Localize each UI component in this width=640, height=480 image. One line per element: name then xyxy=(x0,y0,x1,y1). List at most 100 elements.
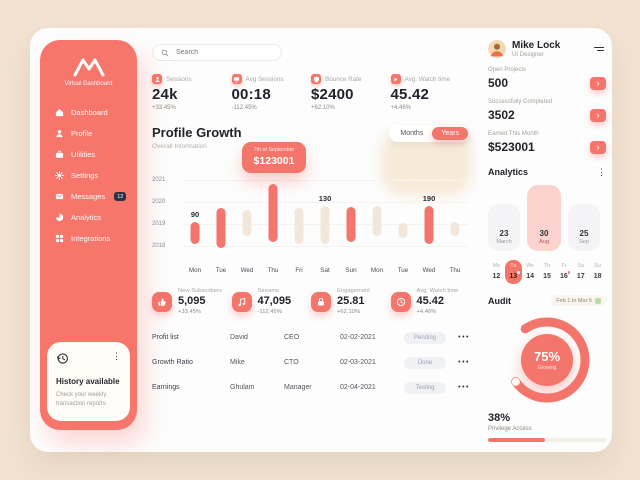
chart-column xyxy=(442,180,468,250)
stat-label: Engagement xyxy=(337,288,370,294)
chart-bar[interactable] xyxy=(294,208,304,244)
search-bar[interactable] xyxy=(152,44,282,61)
top-stat: Avg Sessions 00:18 -112.45% xyxy=(231,74,312,111)
chart-bar[interactable] xyxy=(346,207,356,242)
settings-icon xyxy=(55,171,64,180)
kpi-block: Open Projects 500 › xyxy=(488,67,606,90)
calendar-day[interactable]: Sa 17 xyxy=(572,260,589,284)
row-actions-icon[interactable]: ••• xyxy=(458,334,470,341)
search-icon xyxy=(161,44,169,62)
cell-role: CEO xyxy=(284,334,300,341)
analytics-card[interactable]: 30 Aug xyxy=(527,185,561,251)
privilege-progressbar xyxy=(488,438,606,442)
x-tick-label: Thu xyxy=(267,267,279,274)
calendar-day[interactable]: Mo 12 xyxy=(488,260,505,284)
subscribers-icon xyxy=(152,292,172,312)
bar-value-label: 130 xyxy=(318,194,332,203)
sidebar-item-messages[interactable]: Messages 12 xyxy=(40,186,137,207)
mid-stat: New Subscribers 5,095 +33.45% xyxy=(152,288,232,315)
date-number: 14 xyxy=(526,273,535,280)
cell-date: 02-04-2021 xyxy=(340,384,376,391)
streams-icon xyxy=(231,292,252,312)
history-card-title: History available xyxy=(56,377,120,386)
watch-time-icon xyxy=(390,74,401,84)
chart-bar[interactable] xyxy=(372,206,382,236)
search-input[interactable] xyxy=(174,48,273,57)
kpi-list: Open Projects 500 › Successfully Completed 3… xyxy=(488,67,606,154)
chart-bar[interactable] xyxy=(320,206,330,244)
clock-icon xyxy=(390,292,411,312)
calendar-day[interactable]: Th 15 xyxy=(539,260,556,284)
tooltip-date: 7th of September xyxy=(253,147,295,153)
cell-date: 02-03-2021 xyxy=(340,359,376,366)
sidebar-item-analytics[interactable]: Analytics xyxy=(40,207,137,228)
history-menu-icon[interactable]: ⋮ xyxy=(112,351,121,361)
chart-bar[interactable] xyxy=(450,222,460,236)
toggle-months[interactable]: Months xyxy=(400,130,424,137)
chart-column xyxy=(260,180,286,250)
chart-bar[interactable] xyxy=(242,210,252,236)
user-role: UI Designer xyxy=(512,52,544,58)
event-dot xyxy=(517,271,520,274)
analytics-card[interactable]: 25 Sep xyxy=(568,204,600,251)
messages-icon xyxy=(55,192,64,201)
cell-person: David xyxy=(230,334,248,341)
section-subtitle: Overall Information xyxy=(152,143,207,150)
calendar-day[interactable]: Fr 16 xyxy=(555,260,572,284)
donut-handle[interactable] xyxy=(511,377,520,386)
x-tick-label: Wed xyxy=(240,267,254,274)
menu-icon[interactable] xyxy=(592,45,606,54)
calendar-day[interactable]: Tu 13 xyxy=(504,260,522,284)
bounce-rate-icon xyxy=(311,74,321,84)
row-actions-icon[interactable]: ••• xyxy=(458,384,470,391)
chart-y-axis: 2021 2020 2019 2018 xyxy=(152,177,178,250)
kpi-arrow-button[interactable]: › xyxy=(590,108,606,122)
day-label: Fr xyxy=(561,263,567,269)
analytics-menu-icon[interactable]: ⋮ xyxy=(597,166,606,177)
cell-item: Growth Ratio xyxy=(152,359,193,366)
calendar-day[interactable]: We 14 xyxy=(522,260,539,284)
stat-delta: -112.45% xyxy=(231,105,257,111)
sidebar-item-profile[interactable]: Profile xyxy=(40,123,137,144)
kpi-arrow-button[interactable]: › xyxy=(590,140,606,154)
chart-bar[interactable] xyxy=(268,184,278,242)
card-label: March xyxy=(496,239,512,245)
chart-bar[interactable] xyxy=(216,208,226,248)
card-value: 25 xyxy=(579,229,589,238)
messages-badge: 12 xyxy=(114,192,127,201)
cell-item: Earnings xyxy=(152,384,180,391)
table-row: Profit list David CEO 02-02-2021 Pending ••• xyxy=(152,325,470,350)
analytics-cards: 23 March 30 Aug 25 Sep xyxy=(488,185,606,251)
row-actions-icon[interactable]: ••• xyxy=(458,359,470,366)
sidebar-item-integrations[interactable]: Integrations xyxy=(40,228,137,249)
date-number: 12 xyxy=(492,273,501,280)
table-row: Growth Ratio Mike CTO 02-03-2021 Done ••• xyxy=(152,350,470,375)
table-row: Earnings Ghulam Manager 02-04-2021 Testing ••… xyxy=(152,375,470,400)
chart-bar[interactable] xyxy=(190,222,200,244)
sidebar-item-utilities[interactable]: Utilities xyxy=(40,144,137,165)
chart-bar[interactable] xyxy=(424,206,434,244)
toggle-years[interactable]: Years xyxy=(432,127,468,140)
history-card: ⋮ History available Check your weekly tr… xyxy=(47,342,130,421)
mid-stat: Avg. Watch time 45.42 +4.46% xyxy=(390,288,471,315)
kpi-arrow-button[interactable]: › xyxy=(590,76,606,90)
chart-bar[interactable] xyxy=(398,223,408,238)
stat-delta: +4.46% xyxy=(390,105,412,111)
stat-delta: +62.10% xyxy=(311,105,335,111)
cell-item: Profit list xyxy=(152,334,179,341)
analytics-card[interactable]: 23 March xyxy=(488,204,520,251)
sidebar-item-settings[interactable]: Settings xyxy=(40,165,137,186)
sessions-icon xyxy=(152,74,162,84)
chart-column: 190 xyxy=(416,180,442,250)
privilege-percent: 38% xyxy=(488,412,511,424)
sidebar-item-dashboard[interactable]: Dashboard xyxy=(40,102,137,123)
chart-column xyxy=(286,180,312,250)
records-table: Profit list David CEO 02-02-2021 Pending ••• G… xyxy=(152,325,470,400)
avatar[interactable] xyxy=(488,40,506,58)
right-panel: Mike Lock UI Designer Open Projects 500 › S… xyxy=(488,40,606,442)
stat-delta: +33.45% xyxy=(152,105,176,111)
calendar-day[interactable]: Su 18 xyxy=(589,260,606,284)
x-tick-label: Fri xyxy=(295,267,303,274)
date-range-chip[interactable]: Feb 1 to Mar 5 xyxy=(551,295,606,306)
kpi-value: 500 xyxy=(488,76,509,90)
